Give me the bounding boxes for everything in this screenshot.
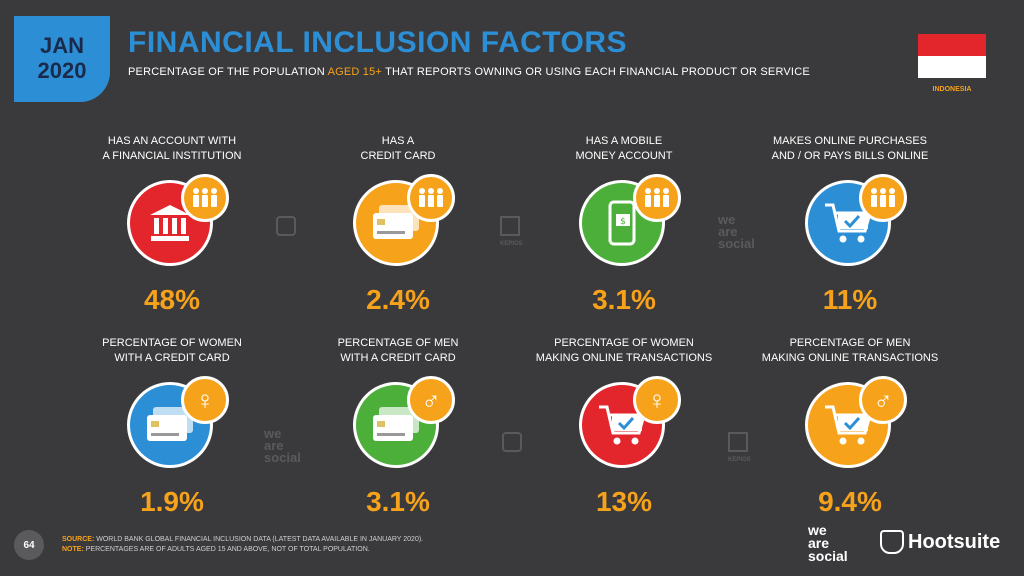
subtitle-highlight: AGED 15+ <box>327 66 383 78</box>
stat-label: HAS AN ACCOUNT WITH A FINANCIAL INSTITUTI… <box>72 134 272 166</box>
wm-are: are <box>718 224 738 239</box>
wm-are-2: are <box>264 438 284 453</box>
we-are-social-logo: we are social <box>808 522 848 564</box>
footer-note: NOTE: PERCENTAGES ARE OF ADULTS AGED 15 … <box>62 546 370 553</box>
subtitle-text-end: THAT REPORTS OWNING OR USING EACH FINANC… <box>382 66 810 78</box>
source-text: WORLD BANK GLOBAL FINANCIAL INCLUSION DA… <box>94 536 424 543</box>
indonesia-flag-icon <box>918 34 986 78</box>
stat-label-line-2: WITH A CREDIT CARD <box>340 352 456 364</box>
stat-label-line-2: WITH A CREDIT CARD <box>114 352 230 364</box>
subtitle-text: PERCENTAGE OF THE POPULATION <box>128 66 328 78</box>
stat-label-line-2: MONEY ACCOUNT <box>575 150 673 162</box>
hootsuite-text: Hootsuite <box>908 530 1001 553</box>
brand-social: social <box>808 548 848 564</box>
stat-label: MAKES ONLINE PURCHASES AND / OR PAYS BILL… <box>750 134 950 166</box>
stat-label-line-2: A FINANCIAL INSTITUTION <box>102 150 242 162</box>
wm-social-2: social <box>264 450 301 465</box>
male-icon: ♂ <box>859 376 907 424</box>
wm-social: social <box>718 236 755 251</box>
kepios-watermark-2: KEPIOS <box>728 432 751 466</box>
stat-icon-group: ♂ <box>353 376 455 472</box>
kepios-text: KEPIOS <box>500 241 523 247</box>
kepios-watermark: KEPIOS <box>500 216 523 250</box>
wm-we-2: we <box>264 426 282 441</box>
stat-value: 2.4% <box>366 284 430 315</box>
stat-label-line-1: PERCENTAGE OF WOMEN <box>554 337 694 349</box>
page-title: FINANCIAL INCLUSION FACTORS <box>128 26 628 59</box>
stat-label-line-1: PERCENTAGE OF WOMEN <box>102 337 242 349</box>
people-icon <box>859 174 907 222</box>
stat-icon-group: ♀ <box>579 376 681 472</box>
stat-label: PERCENTAGE OF WOMEN MAKING ONLINE TRANSAC… <box>524 336 724 368</box>
stat-card: HAS A CREDIT CARD 2.4% <box>298 134 498 316</box>
note-key: NOTE: <box>62 546 84 553</box>
stat-label: HAS A MOBILE MONEY ACCOUNT <box>524 134 724 166</box>
stat-value: 3.1% <box>592 284 656 315</box>
kepios-text-2: KEPIOS <box>728 457 751 463</box>
page-subtitle: PERCENTAGE OF THE POPULATION AGED 15+ TH… <box>128 66 810 78</box>
hootsuite-logo: Hootsuite <box>880 530 1000 554</box>
stat-label: HAS A CREDIT CARD <box>298 134 498 166</box>
stat-value: 9.4% <box>818 486 882 517</box>
wm-we: we <box>718 212 736 227</box>
stat-label-line-1: HAS AN ACCOUNT WITH <box>107 135 237 147</box>
date-year: 2020 <box>37 58 87 83</box>
stat-icon-group <box>127 174 229 270</box>
stat-label-line-2: MAKING ONLINE TRANSACTIONS <box>535 352 713 364</box>
stat-card: PERCENTAGE OF MEN MAKING ONLINE TRANSACTI… <box>750 336 950 518</box>
stat-label-line-2: CREDIT CARD <box>360 150 436 162</box>
stat-label-line-1: PERCENTAGE OF MEN <box>337 337 459 349</box>
shopping-cart-icon <box>579 382 665 468</box>
stat-label: PERCENTAGE OF WOMEN WITH A CREDIT CARD <box>72 336 272 368</box>
svg-text:$: $ <box>620 217 626 227</box>
stat-card: MAKES ONLINE PURCHASES AND / OR PAYS BILL… <box>750 134 950 316</box>
we-are-social-watermark-2: we are social <box>264 426 301 465</box>
stat-label-line-2: MAKING ONLINE TRANSACTIONS <box>761 352 939 364</box>
page-number: 64 <box>14 530 44 560</box>
stat-value: 13% <box>595 486 653 517</box>
stat-label-line-1: PERCENTAGE OF MEN <box>789 337 911 349</box>
date-month: JAN <box>39 33 84 58</box>
stat-card: PERCENTAGE OF WOMEN MAKING ONLINE TRANSAC… <box>524 336 724 518</box>
stat-icon-group <box>353 174 455 270</box>
we-are-social-watermark: we are social <box>718 212 755 251</box>
female-icon: ♀ <box>181 376 229 424</box>
stat-label: PERCENTAGE OF MEN WITH A CREDIT CARD <box>298 336 498 368</box>
stat-icon-group: ♀ <box>127 376 229 472</box>
stat-card: PERCENTAGE OF WOMEN WITH A CREDIT CARD ♀ 1.… <box>72 336 272 518</box>
stat-label-line-2: AND / OR PAYS BILLS ONLINE <box>771 150 929 162</box>
brand-are: are <box>808 535 830 551</box>
stat-label-line-1: HAS A MOBILE <box>585 135 663 147</box>
owl-watermark-icon-2 <box>502 432 522 452</box>
stat-label: PERCENTAGE OF MEN MAKING ONLINE TRANSACTI… <box>750 336 950 368</box>
stat-value: 11% <box>822 284 878 315</box>
brand-we: we <box>808 522 827 538</box>
owl-watermark-icon <box>276 216 296 236</box>
stat-card: HAS A MOBILE MONEY ACCOUNT $3.1% <box>524 134 724 316</box>
stat-value: 48% <box>143 284 201 315</box>
stat-value: 3.1% <box>366 486 430 517</box>
date-badge: JAN 2020 <box>14 16 110 102</box>
credit-card-icon <box>353 180 439 266</box>
stat-value: 1.9% <box>140 486 204 517</box>
people-icon <box>407 174 455 222</box>
stat-icon-group: $ <box>579 174 681 270</box>
footer-source: SOURCE: WORLD BANK GLOBAL FINANCIAL INCL… <box>62 536 423 543</box>
source-key: SOURCE: <box>62 536 95 543</box>
stat-icon-group: ♂ <box>805 376 907 472</box>
female-icon: ♀ <box>633 376 681 424</box>
stat-label-line-1: HAS A <box>381 135 415 147</box>
country-label: INDONESIA <box>932 86 972 93</box>
hootsuite-owl-icon <box>880 530 904 554</box>
people-icon <box>633 174 681 222</box>
stat-icon-group <box>805 174 907 270</box>
stat-card: HAS AN ACCOUNT WITH A FINANCIAL INSTITUTI… <box>72 134 272 316</box>
note-text: PERCENTAGES ARE OF ADULTS AGED 15 AND AB… <box>83 546 370 553</box>
male-icon: ♂ <box>407 376 455 424</box>
stat-label-line-1: MAKES ONLINE PURCHASES <box>772 135 928 147</box>
stat-card: PERCENTAGE OF MEN WITH A CREDIT CARD ♂ 3.1% <box>298 336 498 518</box>
people-icon <box>181 174 229 222</box>
